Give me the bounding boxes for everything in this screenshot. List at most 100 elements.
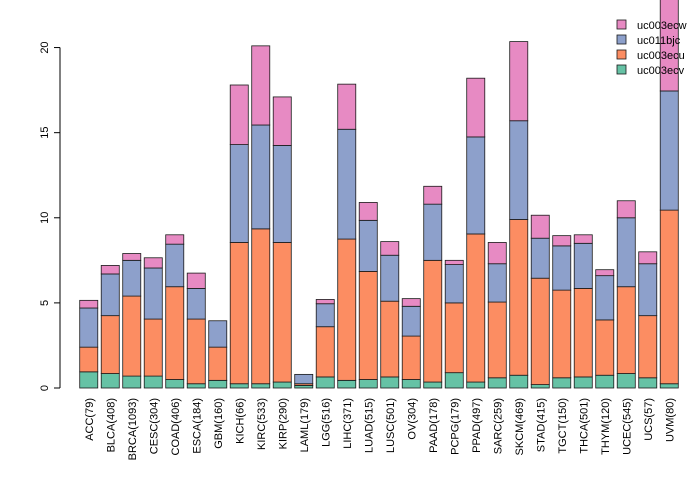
y-tick-label: 20 bbox=[39, 41, 51, 53]
bar-uc011bjc-BLCA(408) bbox=[100, 273, 120, 317]
legend-swatch-uc003ecw bbox=[616, 19, 627, 30]
bar-uc003ecu-OV(304) bbox=[401, 335, 421, 380]
legend-label-uc003ecu: uc003ecu bbox=[637, 50, 685, 62]
bar-uc003ecv-LUAD(515) bbox=[358, 379, 378, 389]
bar-uc003ecu-GBM(160) bbox=[208, 346, 228, 381]
x-tick-label: LUSC(501) bbox=[385, 398, 397, 453]
bar-uc003ecu-SKCM(469) bbox=[509, 219, 529, 376]
bar-uc003ecu-KIRC(533) bbox=[251, 228, 271, 385]
bar-uc003ecu-UCS(57) bbox=[638, 315, 658, 379]
bar-uc003ecu-SARC(259) bbox=[487, 301, 507, 379]
bar-uc003ecv-ESCA(184) bbox=[186, 383, 206, 389]
bar-uc003ecw-OV(304) bbox=[401, 298, 421, 307]
x-tick-label: LIHC(371) bbox=[342, 398, 354, 449]
x-tick-label: THCA(501) bbox=[578, 398, 590, 454]
y-tick-label: 15 bbox=[39, 127, 51, 139]
bar-uc003ecv-THCA(501) bbox=[573, 376, 593, 389]
bar-uc003ecw-TGCT(150) bbox=[552, 235, 572, 247]
bar-uc011bjc-UCEC(545) bbox=[616, 217, 636, 288]
bar-uc003ecu-BLCA(408) bbox=[100, 315, 120, 374]
bar-uc011bjc-STAD(415) bbox=[530, 237, 550, 279]
x-tick-label: BLCA(408) bbox=[105, 398, 117, 452]
bar-uc003ecv-ACC(79) bbox=[79, 371, 99, 389]
bar-uc011bjc-UCS(57) bbox=[638, 263, 658, 317]
bar-uc003ecw-CESC(304) bbox=[143, 257, 163, 269]
x-tick-label: GBM(160) bbox=[213, 398, 225, 449]
bar-uc011bjc-KIRC(533) bbox=[251, 124, 271, 230]
bar-uc003ecw-KICH(66) bbox=[229, 84, 249, 145]
bar-uc011bjc-LGG(516) bbox=[315, 303, 335, 328]
bar-uc003ecv-KIRP(290) bbox=[272, 381, 292, 389]
bar-uc011bjc-LUSC(501) bbox=[380, 254, 400, 302]
x-tick-label: UVM(80) bbox=[664, 398, 676, 442]
bar-uc011bjc-ACC(79) bbox=[79, 307, 99, 348]
bar-uc003ecw-PCPG(179) bbox=[444, 259, 464, 265]
bar-uc003ecu-PCPG(179) bbox=[444, 302, 464, 374]
bar-uc011bjc-BRCA(1093) bbox=[122, 259, 142, 297]
x-tick-label: SARC(259) bbox=[492, 398, 504, 454]
bar-uc003ecu-KIRP(290) bbox=[272, 242, 292, 383]
bar-uc011bjc-SARC(259) bbox=[487, 263, 507, 303]
legend-swatch-uc003ecv bbox=[616, 64, 627, 75]
bar-uc003ecu-TGCT(150) bbox=[552, 289, 572, 379]
bar-uc003ecv-UVM(80) bbox=[659, 383, 679, 389]
bar-uc003ecv-TGCT(150) bbox=[552, 377, 572, 389]
bar-uc003ecw-STAD(415) bbox=[530, 214, 550, 239]
bar-uc003ecw-LGG(516) bbox=[315, 299, 335, 305]
bar-uc003ecu-THYM(120) bbox=[595, 319, 615, 376]
bar-uc003ecv-THYM(120) bbox=[595, 374, 615, 389]
bar-uc003ecw-COAD(406) bbox=[165, 234, 185, 245]
bar-uc003ecu-THCA(501) bbox=[573, 288, 593, 378]
bar-uc003ecv-PCPG(179) bbox=[444, 372, 464, 389]
bar-uc003ecv-COAD(406) bbox=[165, 379, 185, 389]
bar-uc003ecw-LUSC(501) bbox=[380, 241, 400, 256]
y-tick-label: 5 bbox=[39, 300, 51, 306]
x-tick-label: PPAD(497) bbox=[471, 398, 483, 453]
x-axis: ACC(79) BLCA(408) BRCA(1093) CESC(304) COAD(… bbox=[84, 398, 677, 460]
x-tick-label: LAML(179) bbox=[299, 398, 311, 452]
y-axis: 0 5 10 15 20 bbox=[39, 41, 61, 391]
bar-uc003ecu-LGG(516) bbox=[315, 326, 335, 378]
x-tick-label: KIRC(533) bbox=[256, 398, 268, 450]
bar-uc003ecu-UVM(80) bbox=[659, 209, 679, 385]
bar-uc011bjc-KIRP(290) bbox=[272, 145, 292, 243]
bar-uc011bjc-ESCA(184) bbox=[186, 288, 206, 320]
bar-uc011bjc-KICH(66) bbox=[229, 144, 249, 243]
bar-uc003ecu-LUAD(515) bbox=[358, 270, 378, 380]
bar-uc011bjc-SKCM(469) bbox=[509, 120, 529, 220]
bar-uc003ecv-KICH(66) bbox=[229, 383, 249, 389]
bar-uc003ecw-UCS(57) bbox=[638, 251, 658, 265]
bar-uc011bjc-LUAD(515) bbox=[358, 219, 378, 272]
bar-uc003ecw-LUAD(515) bbox=[358, 202, 378, 221]
bar-uc011bjc-OV(304) bbox=[401, 305, 421, 337]
bar-uc003ecv-SARC(259) bbox=[487, 377, 507, 389]
bar-uc011bjc-LAML(179) bbox=[294, 373, 314, 385]
x-tick-label: OV(304) bbox=[406, 398, 418, 440]
bar-uc003ecw-BRCA(1093) bbox=[122, 253, 142, 261]
bar-uc003ecw-PAAD(178) bbox=[423, 185, 443, 205]
x-tick-label: CESC(304) bbox=[148, 398, 160, 454]
x-tick-label: STAD(415) bbox=[535, 398, 547, 452]
y-tick-label: 0 bbox=[39, 385, 51, 391]
bar-uc003ecv-GBM(160) bbox=[208, 379, 228, 389]
bar-uc011bjc-UVM(80) bbox=[659, 90, 679, 211]
bar-uc011bjc-PAAD(178) bbox=[423, 203, 443, 261]
bar-uc003ecw-LIHC(371) bbox=[337, 83, 357, 130]
x-tick-label: SKCM(469) bbox=[514, 398, 526, 455]
x-tick-label: THYM(120) bbox=[600, 398, 612, 455]
bar-uc003ecw-SKCM(469) bbox=[509, 41, 529, 122]
bar-uc003ecv-PAAD(178) bbox=[423, 381, 443, 389]
bar-uc011bjc-THYM(120) bbox=[595, 275, 615, 321]
y-tick-label: 10 bbox=[39, 212, 51, 224]
bar-uc003ecw-BLCA(408) bbox=[100, 265, 120, 275]
bar-uc011bjc-GBM(160) bbox=[208, 320, 228, 348]
bar-uc003ecw-ESCA(184) bbox=[186, 272, 206, 289]
x-tick-label: BRCA(1093) bbox=[127, 398, 139, 460]
bar-uc003ecu-LIHC(371) bbox=[337, 238, 357, 381]
bar-uc011bjc-PPAD(497) bbox=[466, 136, 486, 235]
bar-uc003ecw-UVM(80) bbox=[659, 0, 679, 92]
x-tick-label: LGG(516) bbox=[320, 398, 332, 447]
bar-uc003ecu-PPAD(497) bbox=[466, 233, 486, 383]
bar-uc003ecu-LUSC(501) bbox=[380, 300, 400, 378]
